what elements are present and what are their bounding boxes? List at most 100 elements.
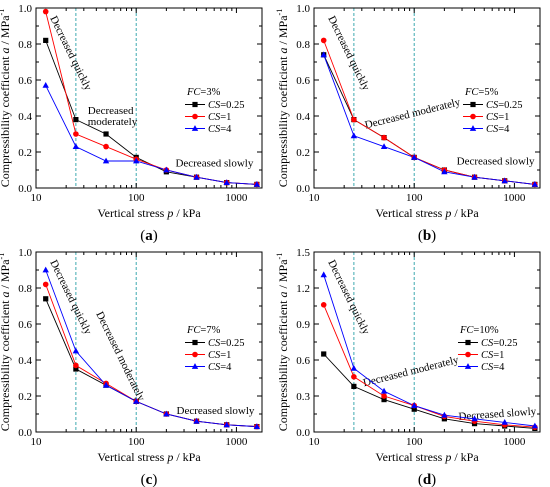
data-point bbox=[73, 131, 79, 137]
annotation-text: Decreased quickly bbox=[325, 14, 372, 93]
data-point bbox=[531, 181, 539, 187]
y-tick-label: 0.3 bbox=[296, 391, 310, 403]
x-tick-label: 1000 bbox=[225, 436, 248, 448]
y-tick-label: 1.2 bbox=[296, 283, 310, 295]
data-point bbox=[381, 397, 387, 403]
series-line-CS=0.25 bbox=[323, 353, 535, 429]
data-point bbox=[163, 410, 170, 417]
annotation-text: moderately bbox=[88, 116, 138, 128]
data-point bbox=[223, 421, 230, 428]
annotation-text: Decreased quickly bbox=[47, 258, 94, 337]
data-point bbox=[441, 411, 448, 418]
data-point bbox=[72, 143, 80, 149]
legend-marker bbox=[191, 125, 199, 131]
annotation-text: Decreased moderately bbox=[362, 354, 461, 389]
data-point bbox=[193, 417, 200, 424]
data-point bbox=[42, 281, 49, 288]
data-point bbox=[43, 296, 49, 302]
data-point bbox=[380, 387, 388, 394]
x-axis-label: Vertical stress p / kPa bbox=[375, 450, 479, 464]
data-point bbox=[471, 173, 478, 180]
legend-title: FC=10% bbox=[459, 325, 499, 336]
x-axis-label: Vertical stress p / kPa bbox=[97, 206, 201, 220]
annotation-text: Decreased slowly bbox=[175, 157, 253, 169]
panel-label: (a) bbox=[140, 228, 158, 244]
data-point bbox=[42, 8, 49, 15]
annotation-text: Decreased moderately bbox=[93, 310, 147, 404]
data-point bbox=[253, 423, 261, 429]
y-tick-label: 0.6 bbox=[296, 355, 310, 367]
data-point bbox=[320, 302, 327, 308]
y-tick-label: 0.2 bbox=[296, 147, 310, 159]
x-tick-label: 1000 bbox=[503, 192, 526, 204]
data-point bbox=[43, 37, 49, 43]
y-tick-label: 0.4 bbox=[18, 111, 32, 123]
series-line-CS=4 bbox=[45, 269, 257, 428]
data-point bbox=[471, 415, 478, 422]
legend-entry: CS=1 bbox=[486, 112, 509, 123]
y-tick-label: 0.0 bbox=[18, 427, 32, 439]
data-point bbox=[223, 179, 230, 185]
x-tick-label: 10 bbox=[309, 192, 321, 204]
legend-marker bbox=[469, 125, 477, 131]
data-point bbox=[320, 271, 327, 278]
data-point bbox=[380, 143, 388, 149]
y-tick-label: 0.0 bbox=[296, 427, 310, 439]
series-line-CS=1 bbox=[323, 304, 535, 428]
data-point bbox=[501, 419, 508, 425]
legend-marker bbox=[465, 351, 471, 358]
data-point bbox=[163, 166, 170, 173]
panel-label: (b) bbox=[418, 228, 436, 244]
annotation-text: Decreased slowly bbox=[177, 405, 255, 417]
data-point bbox=[102, 157, 110, 164]
data-point bbox=[531, 422, 539, 429]
y-tick-label: 1.0 bbox=[296, 3, 310, 15]
y-tick-label: 0.4 bbox=[18, 355, 32, 367]
legend-marker bbox=[191, 363, 199, 369]
data-point bbox=[73, 117, 79, 123]
chart-panel-a: 10 100 1000 0.0 0.2 0.4 0.6 0.8 1.0 Vertical stre… bbox=[0, 3, 263, 244]
y-tick-label: 0.9 bbox=[296, 319, 310, 331]
y-axis-label: Compressibility coefficient a / MPa-1 bbox=[0, 253, 12, 431]
data-point bbox=[73, 362, 79, 369]
y-tick-label: 0.8 bbox=[18, 39, 32, 51]
x-axis-label: Vertical stress p / kPa bbox=[97, 450, 201, 464]
legend-marker bbox=[192, 351, 198, 358]
chart-panel-d: 10 100 1000 0.0 0.3 0.6 0.9 1.2 1.5 Vertical stre… bbox=[275, 247, 541, 487]
x-tick-label: 100 bbox=[128, 192, 145, 204]
y-tick-label: 1.0 bbox=[18, 3, 32, 15]
data-point bbox=[441, 168, 448, 175]
series-line-CS=4 bbox=[45, 85, 257, 185]
annotation-text: Decreased slowly bbox=[458, 406, 537, 423]
x-tick-label: 10 bbox=[31, 436, 43, 448]
y-tick-label: 1.5 bbox=[296, 247, 310, 259]
x-tick-label: 1000 bbox=[225, 192, 248, 204]
legend-entry: CS=4 bbox=[486, 124, 510, 135]
data-point bbox=[133, 398, 140, 404]
legend-entry: CS=0.25 bbox=[208, 338, 245, 349]
data-point bbox=[103, 143, 109, 150]
y-axis-label: Compressibility coefficient a / MPa-1 bbox=[275, 253, 290, 431]
y-tick-label: 0.0 bbox=[296, 183, 310, 195]
y-tick-label: 0.2 bbox=[18, 147, 32, 159]
legend-marker bbox=[464, 363, 472, 369]
annotation-text: Decreased bbox=[88, 105, 134, 117]
annotation-text: Decreased quickly bbox=[47, 14, 94, 93]
data-point bbox=[381, 134, 387, 141]
legend-entry: CS=1 bbox=[208, 350, 231, 361]
data-point bbox=[350, 132, 358, 139]
data-point bbox=[193, 173, 200, 180]
data-point bbox=[350, 365, 358, 371]
data-point bbox=[411, 402, 418, 408]
legend-entry: CS=0.25 bbox=[486, 100, 523, 111]
legend-marker bbox=[465, 339, 471, 346]
legend-entry: CS=4 bbox=[208, 124, 232, 135]
chart-panel-c: 10 100 1000 0.0 0.2 0.4 0.6 0.8 1.0 Vertical stre… bbox=[0, 247, 263, 487]
legend-title: FC=5% bbox=[464, 87, 499, 98]
series-line-CS=4 bbox=[323, 54, 535, 185]
legend-entry: CS=0.25 bbox=[208, 100, 245, 111]
